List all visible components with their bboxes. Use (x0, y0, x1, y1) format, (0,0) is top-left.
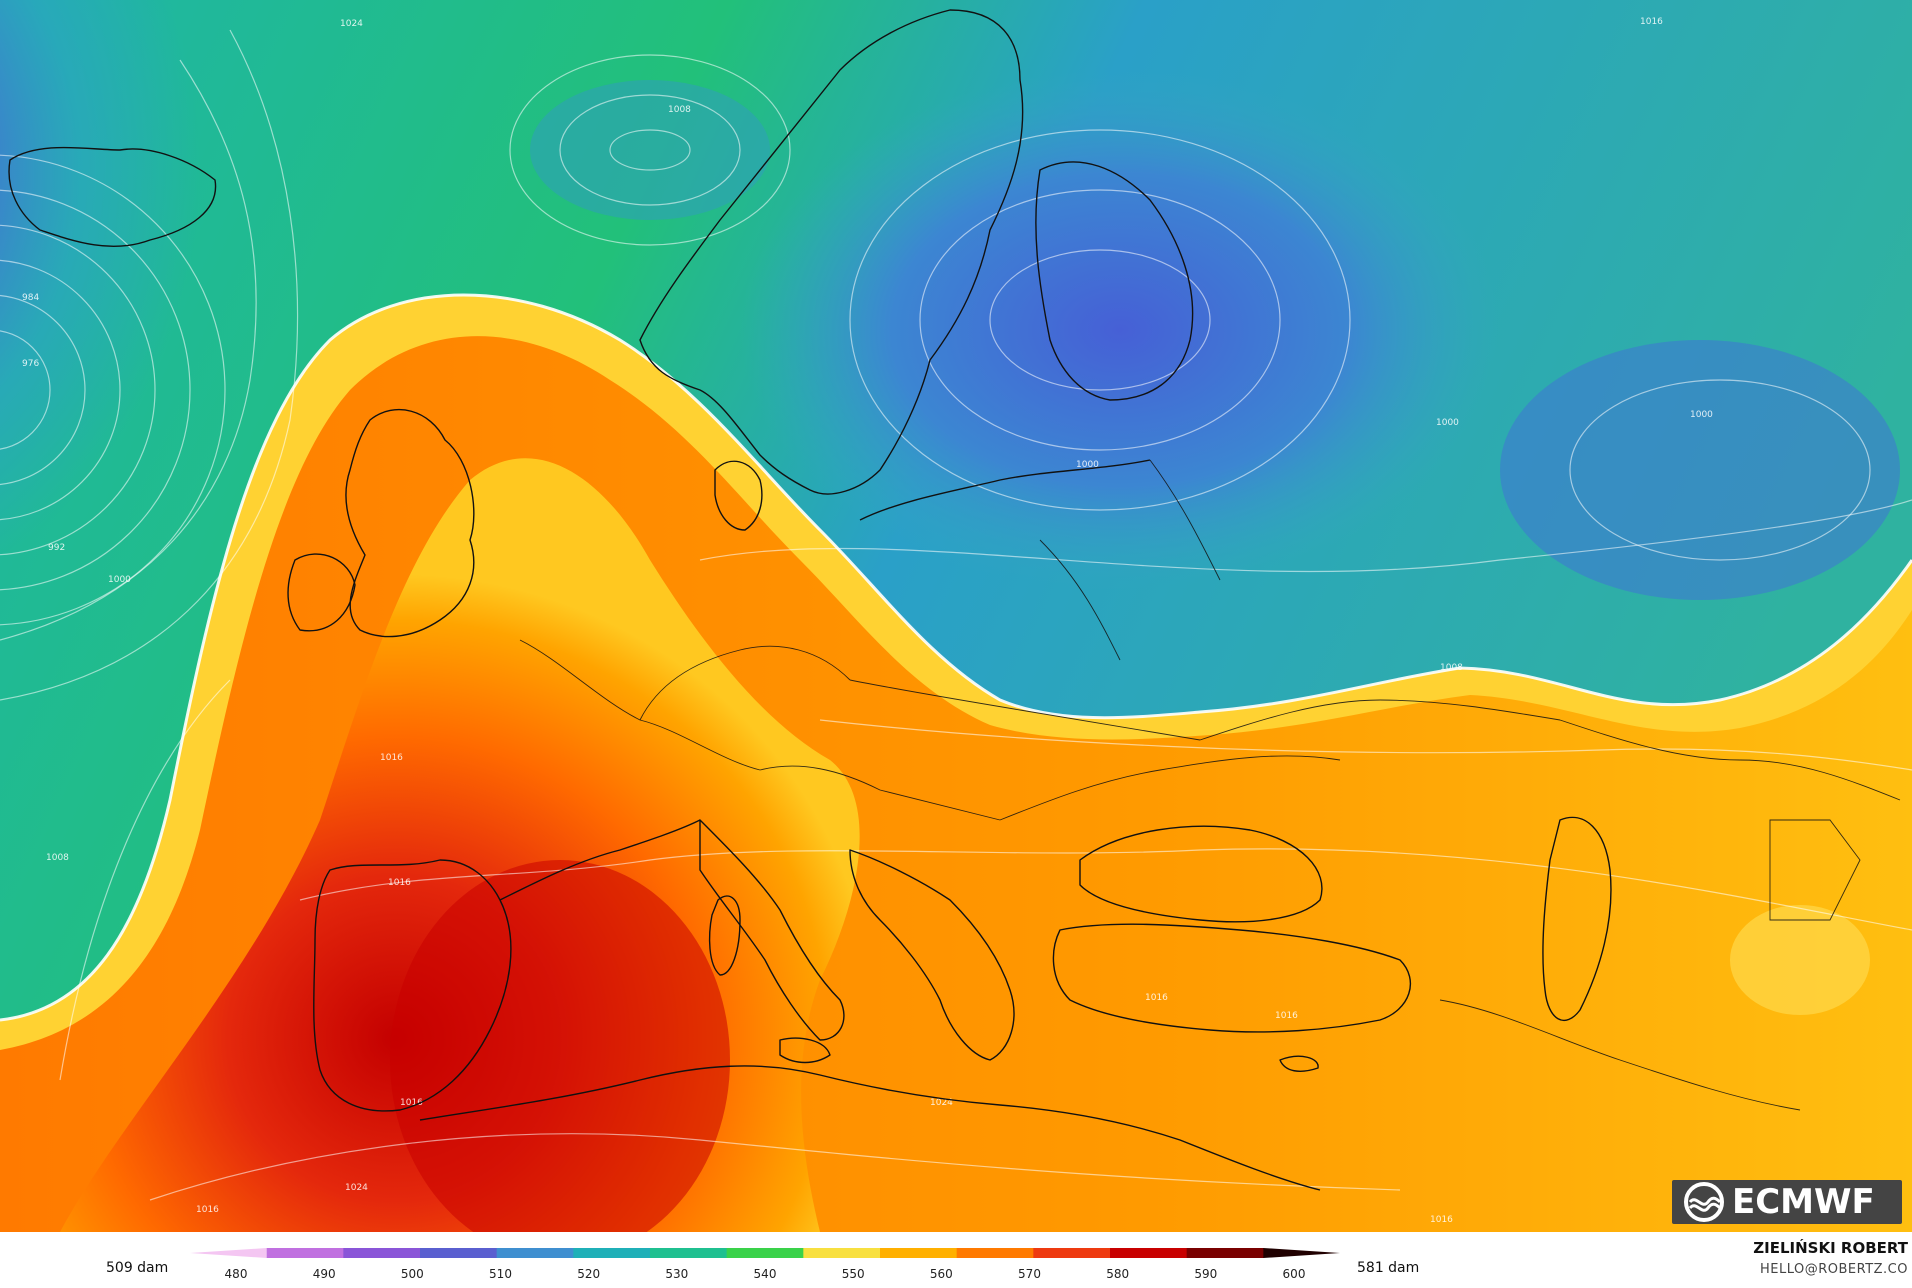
color-scale-tick-label: 550 (842, 1267, 865, 1281)
color-scale-segment (956, 1248, 1034, 1258)
isobar-label: 1016 (1145, 993, 1168, 1003)
isobar-label: 1024 (345, 1183, 368, 1193)
isobar-label: 1016 (380, 753, 403, 763)
color-scale-ticks: 480 490 500 510 520 530 540 550 560 570 580 590 600 (225, 1267, 1306, 1281)
isobar-label: 984 (22, 293, 39, 303)
isobar-label: 1000 (1076, 460, 1099, 470)
footer-bar (0, 1232, 1912, 1287)
color-scale-segment (726, 1248, 804, 1258)
isobar-label: 1000 (1690, 410, 1713, 420)
isobar-label: 1016 (196, 1205, 219, 1215)
color-scale-segment (1110, 1248, 1188, 1258)
author-email: HELLO@ROBERTZ.CO (1759, 1262, 1908, 1277)
color-scale-bars (190, 1248, 1340, 1258)
author-name: ZIELIŃSKI ROBERT (1753, 1239, 1908, 1257)
isobar-label: 1016 (1275, 1011, 1298, 1021)
isobar-label: 992 (48, 543, 65, 553)
color-scale-tick-label: 520 (577, 1267, 600, 1281)
color-scale-segment (1263, 1248, 1340, 1258)
color-scale-segment (266, 1248, 344, 1258)
color-scale-segment (343, 1248, 421, 1258)
color-scale-segment (190, 1248, 267, 1258)
color-scale-tick-label: 540 (754, 1267, 777, 1281)
color-scale-segment (650, 1248, 728, 1258)
color-scale-segment (420, 1248, 498, 1258)
color-scale-segment (1186, 1248, 1264, 1258)
color-scale-tick-label: 560 (930, 1267, 953, 1281)
scandinavian-low (740, 70, 1500, 590)
color-scale-tick-label: 510 (489, 1267, 512, 1281)
color-scale-segment (1033, 1248, 1111, 1258)
coastlines (8, 9, 1612, 1191)
isobar-label: 976 (22, 359, 39, 369)
color-scale: 480 490 500 510 520 530 540 550 560 570 580 590 600 (190, 1248, 1340, 1281)
color-scale-tick-label: 580 (1106, 1267, 1129, 1281)
geopotential-map: 1024 1008 1016 1000 1000 1000 1008 984 9… (0, 0, 1912, 1232)
isobar-label: 1008 (46, 853, 69, 863)
ecmwf-logo: ECMWF (1672, 1180, 1902, 1224)
ecmwf-logo-text: ECMWF (1732, 1182, 1875, 1222)
isobar-label: 1008 (668, 105, 691, 115)
scale-min-label: 509 dam (106, 1260, 169, 1276)
isobar-label: 1016 (1640, 17, 1663, 27)
isobar-label: 1008 (1440, 663, 1463, 673)
warm-uzbek (1730, 905, 1870, 1015)
russian-low (1500, 340, 1900, 600)
isobars (0, 29, 1912, 1201)
isobar-label: 1016 (388, 878, 411, 888)
ecmwf-logo-icon (1684, 1182, 1724, 1222)
color-scale-tick-label: 600 (1283, 1267, 1306, 1281)
color-scale-segment (573, 1248, 651, 1258)
isobar-label: 1000 (108, 575, 131, 585)
color-scale-segment (803, 1248, 881, 1258)
contour-552 (0, 293, 1912, 1022)
isobar-label: 1016 (1430, 1215, 1453, 1225)
isobar-label: 1024 (340, 19, 363, 29)
isobar-label: 1016 (400, 1098, 423, 1108)
color-scale-tick-label: 490 (313, 1267, 336, 1281)
color-scale-tick-label: 530 (665, 1267, 688, 1281)
color-scale-tick-label: 590 (1194, 1267, 1217, 1281)
isobar-labels: 1024 1008 1016 1000 1000 1000 1008 984 9… (22, 17, 1713, 1225)
borders (519, 459, 1901, 1111)
color-scale-tick-label: 480 (225, 1267, 248, 1281)
north-sea-low (530, 80, 770, 220)
hottest-core (390, 860, 730, 1232)
color-scale-segment (880, 1248, 958, 1258)
color-scale-tick-label: 500 (401, 1267, 424, 1281)
scale-max-label: 581 dam (1357, 1260, 1420, 1276)
color-scale-segment (496, 1248, 574, 1258)
isobar-label: 1024 (930, 1098, 953, 1108)
isobar-label: 1000 (1436, 418, 1459, 428)
color-scale-tick-label: 570 (1018, 1267, 1041, 1281)
